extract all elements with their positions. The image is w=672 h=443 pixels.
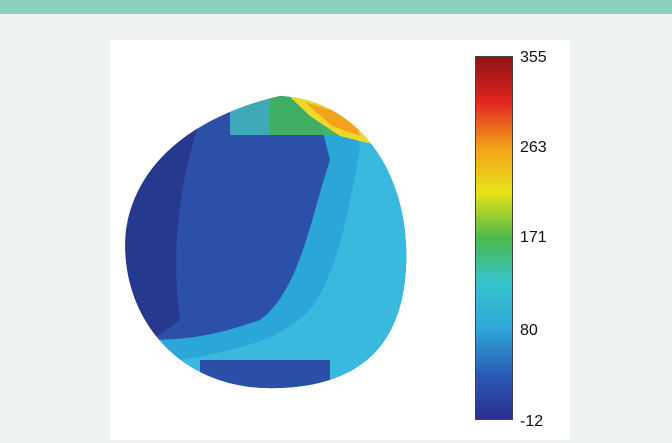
figure-card: 355 263 171 80 -12: [110, 40, 570, 440]
figure-panel: 355 263 171 80 -12: [0, 14, 672, 443]
colorbar-tick-label: 263: [520, 139, 547, 156]
colorbar-tick-label: -12: [520, 413, 544, 430]
colorbar-tick-label: 355: [520, 49, 547, 66]
colorbar-tick-label: 80: [520, 322, 538, 339]
top-band: [0, 0, 672, 14]
colorbar: [475, 56, 513, 420]
stress-ring-image: [125, 96, 407, 389]
colorbar-tick-label: 171: [520, 229, 547, 246]
